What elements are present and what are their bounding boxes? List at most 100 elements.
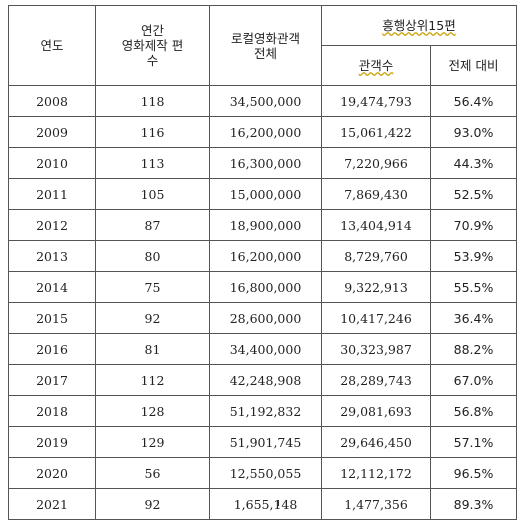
cell-year: 2015	[8, 302, 96, 334]
cell-top15-audience: 30,323,987	[321, 333, 431, 365]
cell-local-audience: 42,248,908	[209, 364, 322, 396]
cell-year: 2009	[8, 116, 96, 148]
cell-top15-share: 53.9%	[430, 240, 517, 272]
cell-top15-audience: 10,417,246	[321, 302, 431, 334]
cell-top15-share: 88.2%	[430, 333, 517, 365]
cell-local-audience: 1,655,148	[209, 488, 322, 520]
cell-top15-audience: 9,322,913	[321, 271, 431, 303]
table-row: 2010 113 16,300,000 7,220,966 44.3%	[8, 147, 517, 179]
header-top15-audience: 관객수	[321, 45, 431, 86]
cell-local-audience: 34,500,000	[209, 85, 322, 117]
cell-top15-audience: 13,404,914	[321, 209, 431, 241]
cell-year: 2012	[8, 209, 96, 241]
cell-top15-audience: 8,729,760	[321, 240, 431, 272]
cell-top15-share: 55.5%	[430, 271, 517, 303]
cell-films: 112	[95, 364, 210, 396]
cell-top15-share: 93.0%	[430, 116, 517, 148]
cell-top15-audience: 7,220,966	[321, 147, 431, 179]
header-top15-share: 전제 대비	[430, 45, 517, 86]
cell-top15-audience: 1,477,356	[321, 488, 431, 520]
cell-local-audience: 51,192,832	[209, 395, 322, 427]
cell-local-audience: 28,600,000	[209, 302, 322, 334]
table-row: 2008 118 34,500,000 19,474,793 56.4%	[8, 85, 517, 117]
table-row: 2018 128 51,192,832 29,081,693 56.8%	[8, 395, 517, 427]
table-row: 2013 80 16,200,000 8,729,760 53.9%	[8, 240, 517, 272]
cell-top15-share: 44.3%	[430, 147, 517, 179]
cell-top15-share: 67.0%	[430, 364, 517, 396]
table-row: 2009 116 16,200,000 15,061,422 93.0%	[8, 116, 517, 148]
table-row: 2016 81 34,400,000 30,323,987 88.2%	[8, 333, 517, 365]
cell-top15-share: 70.9%	[430, 209, 517, 241]
header-top15-audience-label: 관객수	[358, 58, 394, 73]
header-annual-films: 연간 영화제작 편 수	[95, 5, 210, 86]
header-annual-films-line3: 수	[146, 53, 159, 68]
cell-local-audience: 15,000,000	[209, 178, 322, 210]
header-annual-films-line1: 연간	[140, 23, 164, 38]
header-annual-films-line2: 영화제작 편	[121, 38, 184, 53]
cell-films: 92	[95, 488, 210, 520]
cell-top15-share: 57.1%	[430, 426, 517, 458]
cell-local-audience: 18,900,000	[209, 209, 322, 241]
cell-films: 80	[95, 240, 210, 272]
cell-top15-share: 52.5%	[430, 178, 517, 210]
footer-tick-mark	[277, 500, 279, 506]
cell-year: 2017	[8, 364, 96, 396]
table-row: 2012 87 18,900,000 13,404,914 70.9%	[8, 209, 517, 241]
table-row: 2019 129 51,901,745 29,646,450 57.1%	[8, 426, 517, 458]
table-row: 2014 75 16,800,000 9,322,913 55.5%	[8, 271, 517, 303]
cell-top15-share: 56.8%	[430, 395, 517, 427]
table-body: 연도 연간 영화제작 편 수 로컬영화관객 전체 흥행상위15편 관객수 전제 …	[8, 5, 517, 520]
cell-local-audience: 16,300,000	[209, 147, 322, 179]
cell-year: 2021	[8, 488, 96, 520]
cell-films: 118	[95, 85, 210, 117]
cell-local-audience: 12,550,055	[209, 457, 322, 489]
cell-year: 2018	[8, 395, 96, 427]
cell-top15-share: 56.4%	[430, 85, 517, 117]
header-row-2: 관객수 전제 대비	[9, 45, 517, 86]
header-row-1: 연도 연간 영화제작 편 수 로컬영화관객 전체 흥행상위15편	[8, 5, 517, 86]
header-top15: 흥행상위15편	[321, 5, 517, 46]
cell-films: 87	[95, 209, 210, 241]
cell-top15-audience: 12,112,172	[321, 457, 431, 489]
cell-top15-audience: 28,289,743	[321, 364, 431, 396]
cell-local-audience: 16,200,000	[209, 240, 322, 272]
cell-year: 2011	[8, 178, 96, 210]
header-top15-label: 흥행상위15편	[382, 18, 456, 33]
cell-films: 129	[95, 426, 210, 458]
table-row: 2015 92 28,600,000 10,417,246 36.4%	[8, 302, 517, 334]
cell-year: 2010	[8, 147, 96, 179]
cell-films: 81	[95, 333, 210, 365]
film-statistics-table: 연도 연간 영화제작 편 수 로컬영화관객 전체 흥행상위15편 관객수 전제 …	[8, 5, 517, 520]
table-row: 2021 92 1,655,148 1,477,356 89.3%	[8, 488, 517, 520]
cell-top15-audience: 29,081,693	[321, 395, 431, 427]
table-row: 2020 56 12,550,055 12,112,172 96.5%	[8, 457, 517, 489]
cell-local-audience: 16,800,000	[209, 271, 322, 303]
cell-local-audience: 51,901,745	[209, 426, 322, 458]
cell-films: 105	[95, 178, 210, 210]
cell-year: 2014	[8, 271, 96, 303]
cell-films: 113	[95, 147, 210, 179]
cell-films: 92	[95, 302, 210, 334]
cell-films: 75	[95, 271, 210, 303]
cell-top15-share: 96.5%	[430, 457, 517, 489]
cell-top15-audience: 19,474,793	[321, 85, 431, 117]
cell-films: 116	[95, 116, 210, 148]
cell-films: 56	[95, 457, 210, 489]
header-local-audience-line1: 로컬영화관객	[230, 30, 300, 46]
cell-year: 2008	[8, 85, 96, 117]
cell-year: 2013	[8, 240, 96, 272]
cell-top15-audience: 29,646,450	[321, 426, 431, 458]
cell-films: 128	[95, 395, 210, 427]
cell-top15-share: 89.3%	[430, 488, 517, 520]
cell-top15-audience: 7,869,430	[321, 178, 431, 210]
header-year: 연도	[8, 5, 96, 86]
cell-year: 2020	[8, 457, 96, 489]
table-row: 2011 105 15,000,000 7,869,430 52.5%	[8, 178, 517, 210]
header-local-audience-line2: 전체	[253, 45, 277, 61]
table-row: 2017 112 42,248,908 28,289,743 67.0%	[8, 364, 517, 396]
cell-local-audience: 16,200,000	[209, 116, 322, 148]
cell-top15-audience: 15,061,422	[321, 116, 431, 148]
cell-year: 2019	[8, 426, 96, 458]
cell-local-audience: 34,400,000	[209, 333, 322, 365]
header-local-audience: 로컬영화관객 전체	[209, 5, 322, 86]
